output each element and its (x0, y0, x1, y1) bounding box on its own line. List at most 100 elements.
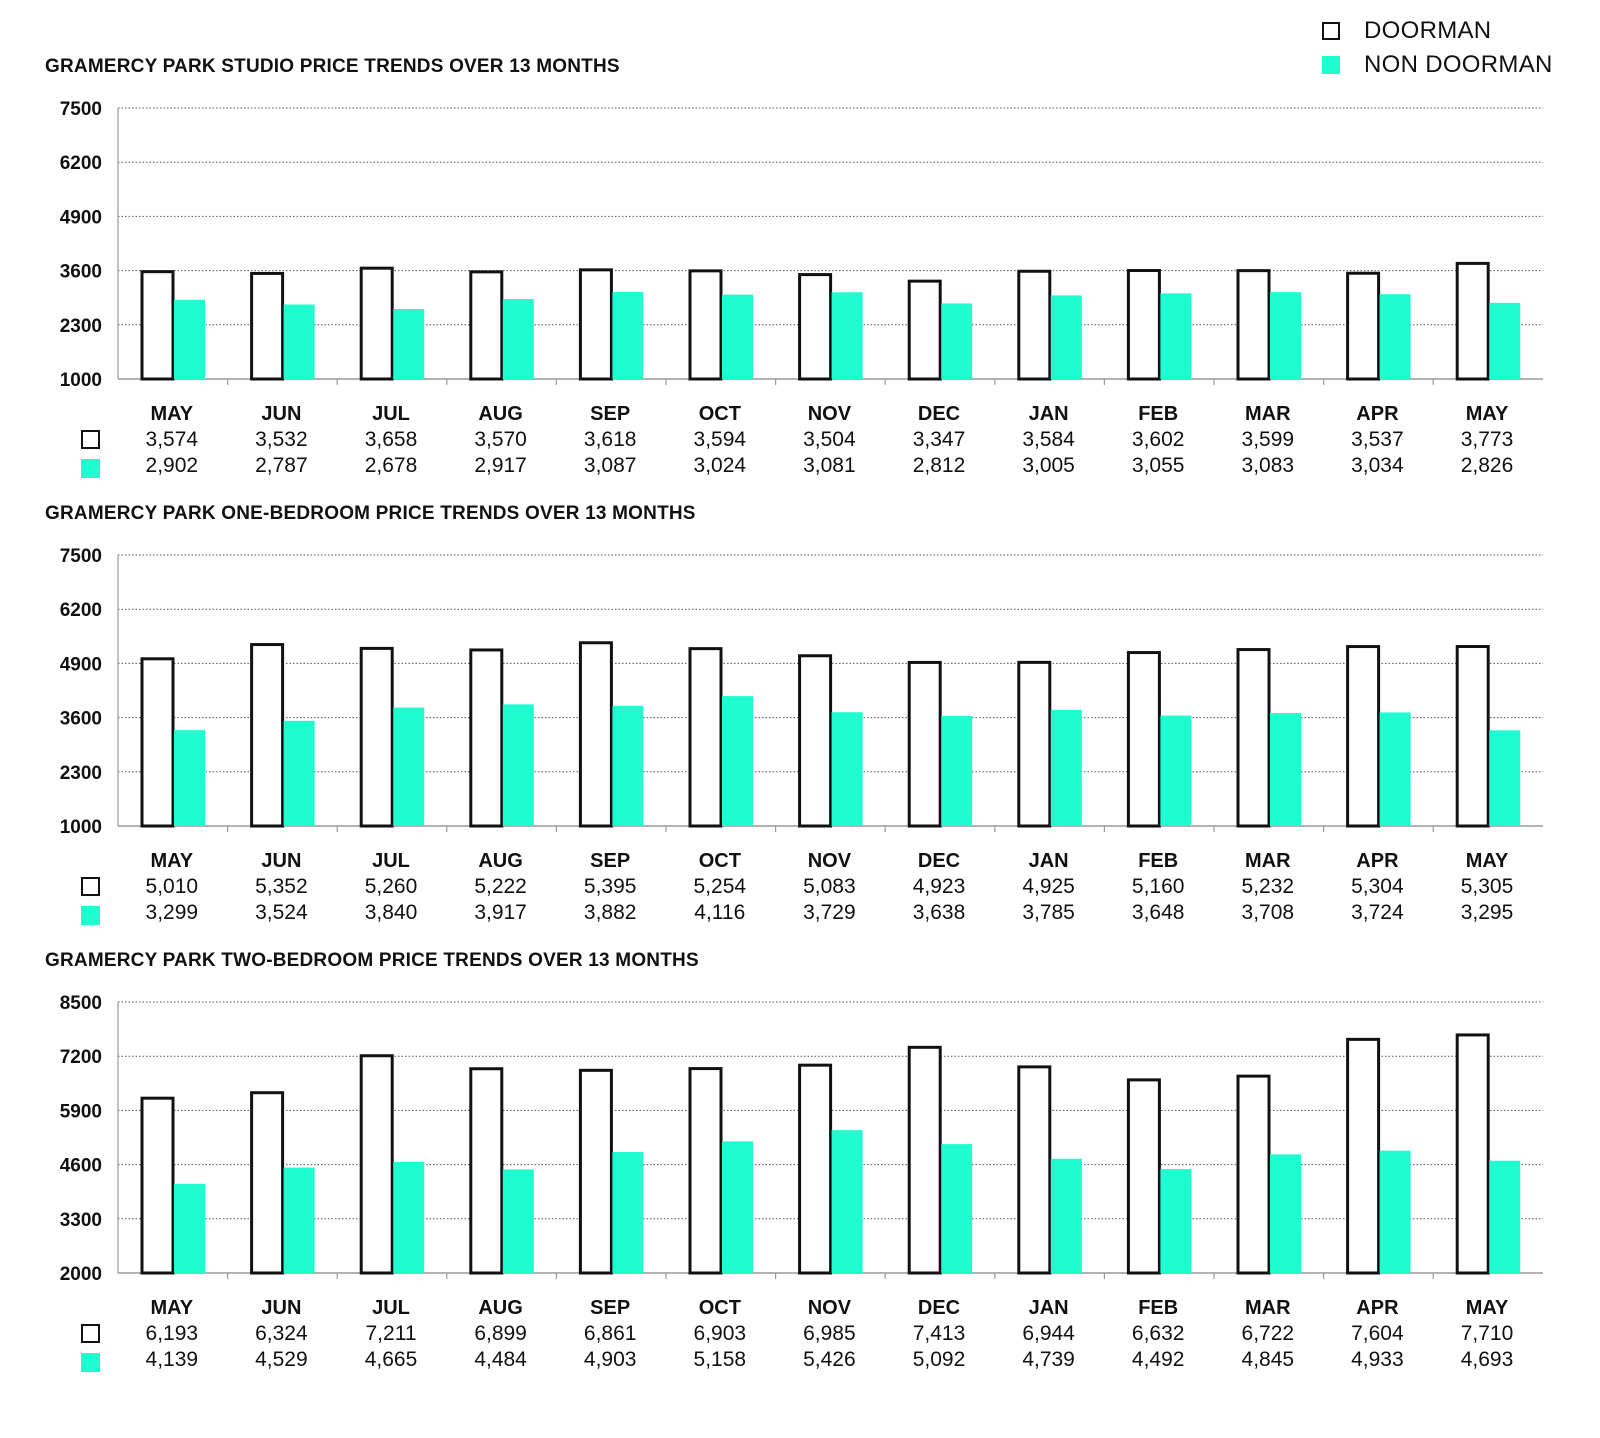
non-doorman-bar (1270, 1154, 1301, 1273)
non-doorman-value-label: 5,426 (803, 1348, 856, 1371)
non-doorman-value-label: 4,739 (1022, 1348, 1075, 1371)
one-bedroom-chart-title: GRAMERCY PARK ONE-BEDROOM PRICE TRENDS O… (45, 503, 696, 524)
non-doorman-value-label: 5,092 (913, 1348, 966, 1371)
non-doorman-row-icon (81, 1353, 100, 1372)
non-doorman-bar (722, 696, 753, 826)
non-doorman-bar (722, 294, 753, 379)
non-doorman-bar (283, 1167, 315, 1273)
month-label: APR (1356, 850, 1399, 872)
doorman-bar (1017, 660, 1052, 828)
y-tick-label: 7500 (60, 99, 102, 120)
non-doorman-bar (722, 1141, 753, 1273)
month-label: MAY (150, 403, 193, 425)
non-doorman-swatch (1322, 56, 1340, 74)
month-label: SEP (590, 850, 630, 872)
non-doorman-bar (393, 707, 425, 826)
month-label: APR (1356, 403, 1399, 425)
non-doorman-bar (941, 303, 973, 379)
non-doorman-value-label: 3,648 (1132, 901, 1185, 924)
y-tick-label: 6200 (60, 153, 102, 174)
month-label: OCT (699, 850, 741, 872)
doorman-bar (359, 646, 394, 828)
doorman-bar (359, 266, 394, 381)
month-label: JUL (372, 850, 410, 872)
non-doorman-value-label: 3,081 (803, 454, 856, 477)
non-doorman-bar (831, 292, 863, 379)
non-doorman-bar (612, 1151, 644, 1273)
month-label: MAY (1466, 850, 1509, 872)
non-doorman-value-label: 2,812 (913, 454, 966, 477)
doorman-bar (1455, 645, 1490, 828)
doorman-value-label: 7,710 (1461, 1322, 1514, 1345)
non-doorman-value-label: 3,917 (474, 901, 527, 924)
non-doorman-value-label: 3,840 (365, 901, 418, 924)
doorman-value-label: 6,722 (1242, 1322, 1295, 1345)
non-doorman-bar (1160, 293, 1192, 379)
non-doorman-value-label: 4,903 (584, 1348, 637, 1371)
month-label: OCT (699, 1297, 741, 1319)
doorman-bar (688, 647, 723, 828)
doorman-row-icon (81, 1324, 100, 1343)
doorman-swatch (1322, 22, 1340, 40)
non-doorman-row-icon (81, 906, 100, 925)
month-label: MAR (1245, 1297, 1291, 1319)
two-bedroom-chart-title: GRAMERCY PARK TWO-BEDROOM PRICE TRENDS O… (45, 950, 699, 971)
non-doorman-bar (1160, 715, 1192, 826)
doorman-bar (469, 1067, 504, 1275)
non-doorman-value-label: 2,902 (146, 454, 199, 477)
one-bedroom-chart: 7500 6200 4900 3600 2300 1000 MAY 5,010 3,299 JUN… (60, 546, 1543, 925)
month-label: SEP (590, 403, 630, 425)
doorman-bar (688, 1067, 723, 1275)
y-tick-label: 4600 (60, 1156, 102, 1177)
doorman-bar (469, 270, 504, 381)
doorman-value-label: 3,574 (146, 428, 199, 451)
non-doorman-value-label: 3,724 (1351, 901, 1404, 924)
non-doorman-value-label: 3,005 (1022, 454, 1075, 477)
doorman-bar (1017, 1065, 1052, 1275)
month-label: FEB (1138, 850, 1178, 872)
y-tick-label: 1000 (60, 817, 102, 838)
doorman-value-label: 3,773 (1461, 428, 1514, 451)
doorman-bar (907, 660, 942, 828)
doorman-value-label: 3,570 (474, 428, 527, 451)
month-label: MAR (1245, 850, 1291, 872)
non-doorman-bar (1050, 295, 1082, 379)
non-doorman-bar (174, 730, 205, 826)
non-doorman-bar (1270, 292, 1301, 379)
doorman-row-icon (81, 877, 100, 896)
non-doorman-value-label: 4,665 (365, 1348, 418, 1371)
non-doorman-value-label: 3,083 (1242, 454, 1295, 477)
doorman-value-label: 3,602 (1132, 428, 1185, 451)
doorman-bar (1455, 261, 1490, 381)
doorman-value-label: 3,537 (1351, 428, 1404, 451)
doorman-bar (250, 271, 285, 381)
doorman-bar (140, 657, 175, 828)
non-doorman-bar (502, 299, 534, 379)
legend: DOORMAN NON DOORMAN (1322, 14, 1582, 82)
non-doorman-value-label: 2,787 (255, 454, 308, 477)
y-tick-label: 3300 (60, 1210, 102, 1231)
non-doorman-value-label: 4,845 (1242, 1348, 1295, 1371)
non-doorman-bar (1379, 294, 1411, 379)
non-doorman-value-label: 3,708 (1242, 901, 1295, 924)
doorman-value-label: 6,903 (694, 1322, 747, 1345)
non-doorman-value-label: 3,055 (1132, 454, 1185, 477)
doorman-value-label: 3,584 (1022, 428, 1075, 451)
month-label: DEC (918, 403, 960, 425)
non-doorman-value-label: 4,529 (255, 1348, 308, 1371)
non-doorman-value-label: 3,024 (694, 454, 747, 477)
non-doorman-row-icon (81, 459, 100, 478)
doorman-value-label: 3,532 (255, 428, 308, 451)
doorman-value-label: 3,618 (584, 428, 637, 451)
legend-item-doorman: DOORMAN (1322, 14, 1582, 48)
month-label: AUG (478, 1297, 522, 1319)
doorman-bar (1346, 271, 1381, 381)
y-tick-label: 7500 (60, 546, 102, 567)
month-label: OCT (699, 403, 741, 425)
studio-chart-title: GRAMERCY PARK STUDIO PRICE TRENDS OVER 1… (45, 56, 620, 77)
month-label: MAY (1466, 1297, 1509, 1319)
month-label: JAN (1029, 1297, 1069, 1319)
non-doorman-bar (941, 716, 973, 826)
non-doorman-bar (612, 291, 644, 379)
y-tick-label: 7200 (60, 1047, 102, 1068)
